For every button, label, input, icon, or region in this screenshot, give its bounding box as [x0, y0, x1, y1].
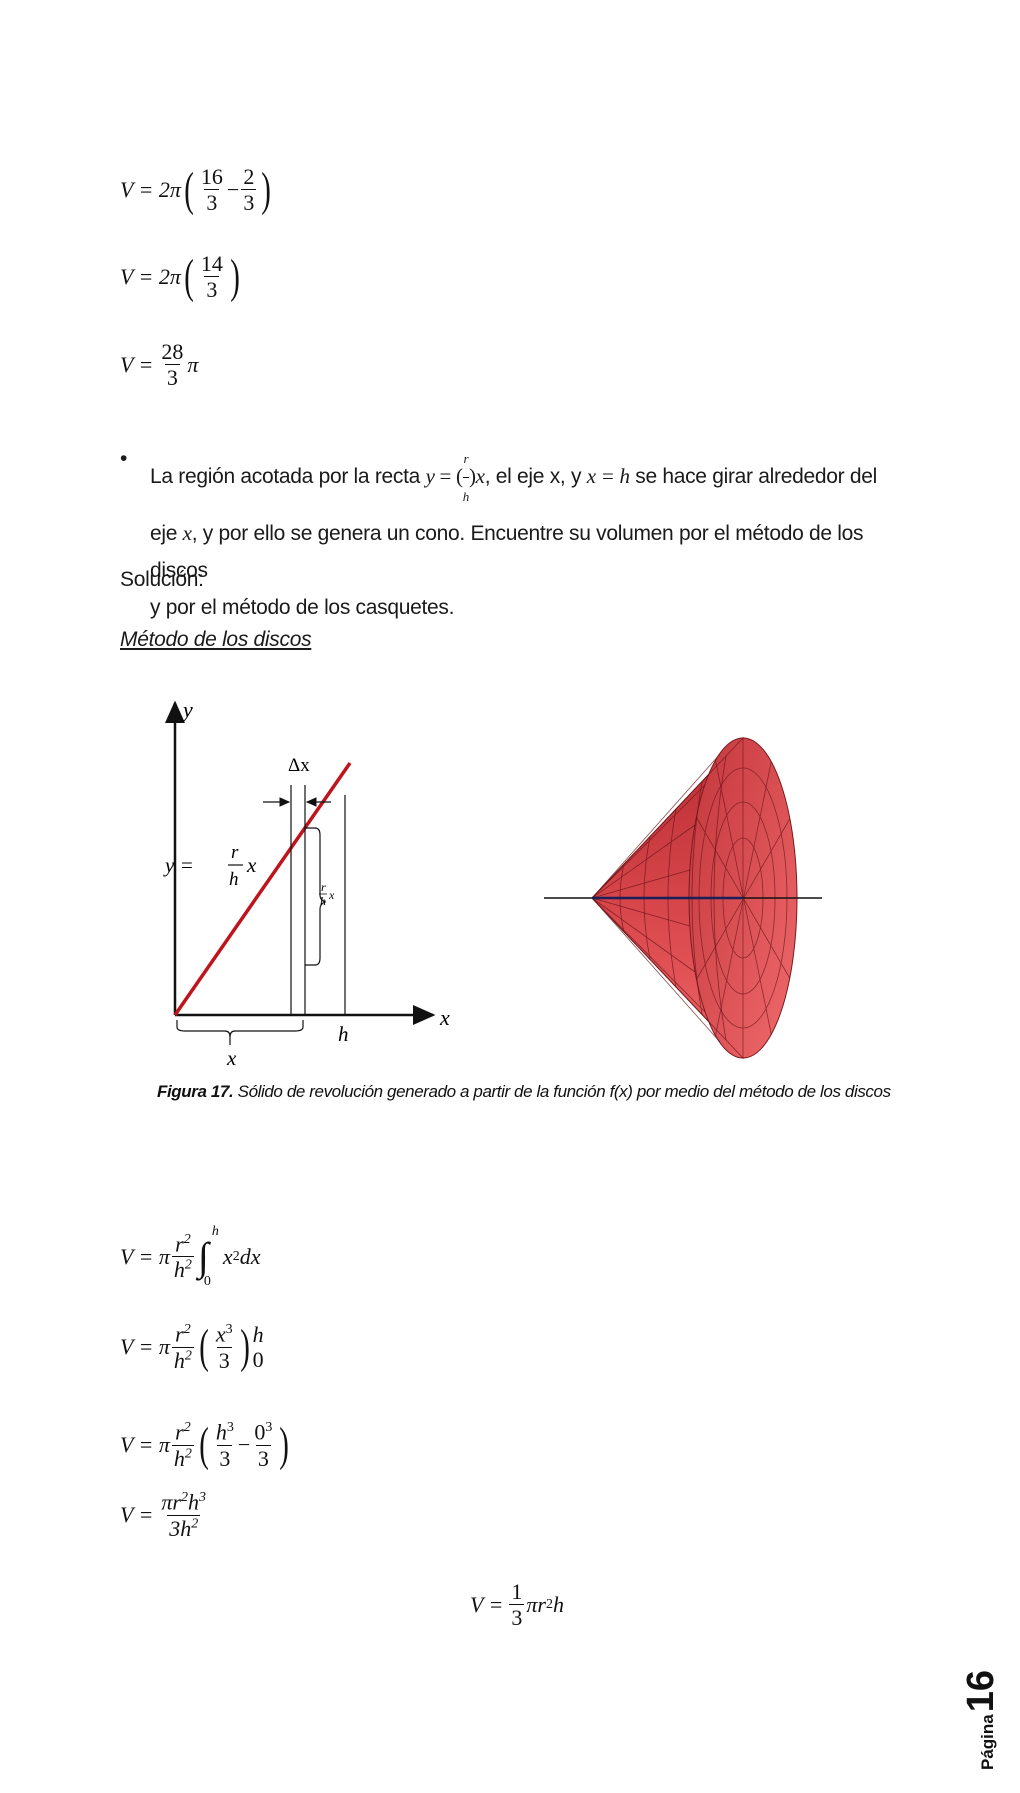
eq-lhs: V =	[120, 352, 154, 378]
caption-label: Figura 17.	[157, 1082, 234, 1101]
line-y-equals-r-over-h-x	[173, 762, 352, 1016]
radius-h: h	[320, 894, 326, 908]
eq-lhs: V = π	[120, 1244, 170, 1269]
line-equation-x: x	[246, 853, 257, 877]
integral: h ∫ 0	[197, 1224, 219, 1289]
fraction: 14 3	[200, 251, 223, 303]
line-equation-r: r	[231, 842, 239, 863]
paren-close: )	[261, 163, 272, 217]
x-brace	[176, 1020, 304, 1038]
fraction: 16 3	[200, 164, 223, 216]
eq-lhs: V =	[470, 1592, 504, 1618]
disc-method-diagram: y x Δx y = r h x r h x h x	[163, 697, 450, 1070]
radius-brace	[305, 827, 327, 966]
eq-lhs: V =	[120, 1502, 154, 1528]
paren-open: (	[184, 250, 194, 304]
page-label: Página	[978, 1714, 997, 1770]
radius-x: x	[328, 888, 335, 902]
figure-caption: Figura 17. Sólido de revolución generado…	[157, 1082, 891, 1102]
eq-lhs: V = π	[120, 1334, 170, 1360]
page-number: 16	[960, 1669, 1002, 1713]
equation-volume-step-3: V = 28 3 π	[120, 339, 199, 391]
y-axis-label: y	[181, 697, 193, 722]
pi-symbol: π	[187, 352, 199, 378]
x-axis-label: x	[439, 1005, 450, 1030]
x-label: x	[226, 1046, 237, 1070]
equation-simplify: V = πr2h3 3h2	[120, 1489, 206, 1541]
paren-open: (	[184, 163, 194, 217]
h-label: h	[338, 1022, 349, 1046]
bullet-paragraph: • La región acotada por la recta y = (r h…	[120, 440, 920, 626]
bullet-dot: •	[120, 447, 128, 470]
solution-label: Solución:	[120, 568, 204, 591]
line-equation-lhs: y =	[163, 853, 194, 877]
radius-r: r	[321, 880, 326, 894]
fraction-r2-h2: r2 h2	[171, 1230, 194, 1283]
eq-lhs: V = 2π	[120, 177, 181, 203]
paren-close: )	[230, 250, 240, 304]
eq-lhs: V = π	[120, 1432, 170, 1458]
minus-sign: −	[226, 177, 240, 203]
equation-volume-step-2: V = 2π ( 14 3 )	[120, 250, 243, 304]
page-number-marker: Página 16	[960, 1670, 1003, 1770]
line-equation-h: h	[229, 869, 239, 890]
fraction: 28 3	[161, 339, 184, 391]
delta-x-label: Δx	[288, 755, 310, 776]
caption-text: Sólido de revolución generado a partir d…	[233, 1082, 891, 1101]
eq-lhs: V = 2π	[120, 264, 181, 290]
cone-of-revolution	[544, 736, 822, 1060]
method-heading: Método de los discos	[120, 628, 312, 651]
bullet-text: La región acotada por la recta y = (r h)x…	[150, 451, 877, 619]
equation-evaluated: V = π r2 h2 ( h3 3 − 03 3 )	[120, 1418, 290, 1472]
